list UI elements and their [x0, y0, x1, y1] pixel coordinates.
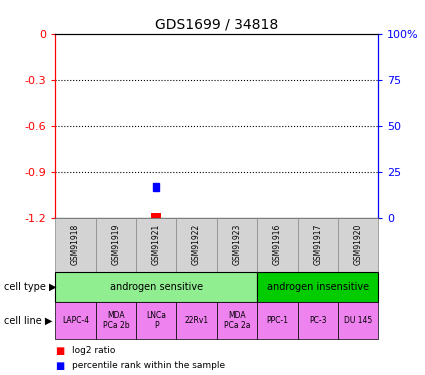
Text: MDA
PCa 2b: MDA PCa 2b — [102, 311, 129, 330]
Text: percentile rank within the sample: percentile rank within the sample — [72, 361, 225, 370]
Text: GSM91917: GSM91917 — [313, 224, 322, 266]
Text: GSM91916: GSM91916 — [273, 224, 282, 266]
Text: ■: ■ — [55, 346, 65, 355]
Text: GSM91919: GSM91919 — [111, 224, 120, 266]
Text: GSM91923: GSM91923 — [232, 224, 241, 266]
Text: PC-3: PC-3 — [309, 316, 326, 325]
Text: GSM91922: GSM91922 — [192, 224, 201, 266]
Text: PPC-1: PPC-1 — [266, 316, 288, 325]
Text: GSM91918: GSM91918 — [71, 224, 80, 266]
Text: LNCa
P: LNCa P — [146, 311, 166, 330]
Text: androgen sensitive: androgen sensitive — [110, 282, 203, 292]
Bar — [151, 213, 161, 217]
Text: MDA
PCa 2a: MDA PCa 2a — [224, 311, 250, 330]
Text: cell type ▶: cell type ▶ — [4, 282, 57, 292]
Text: log2 ratio: log2 ratio — [72, 346, 116, 355]
Text: GSM91921: GSM91921 — [152, 224, 161, 266]
Text: DU 145: DU 145 — [344, 316, 372, 325]
Text: androgen insensitive: androgen insensitive — [266, 282, 369, 292]
Title: GDS1699 / 34818: GDS1699 / 34818 — [155, 17, 278, 31]
Text: ■: ■ — [55, 361, 65, 370]
Text: GSM91920: GSM91920 — [354, 224, 363, 266]
Text: LAPC-4: LAPC-4 — [62, 316, 89, 325]
Text: 22Rv1: 22Rv1 — [184, 316, 209, 325]
Bar — [153, 183, 159, 191]
Text: cell line ▶: cell line ▶ — [4, 316, 53, 326]
